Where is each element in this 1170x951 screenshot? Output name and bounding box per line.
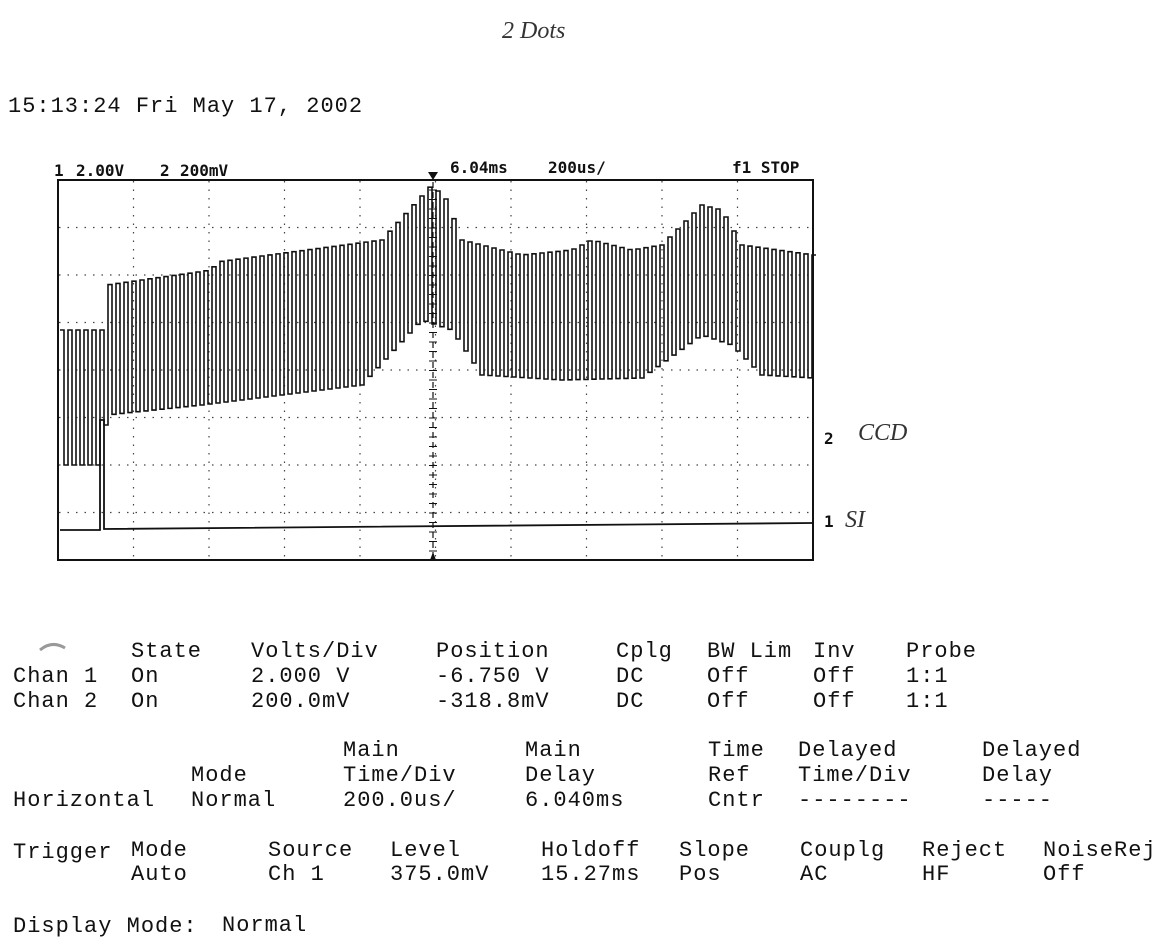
cell: Off xyxy=(813,689,856,714)
column-header: Couplg xyxy=(800,838,885,863)
cell: HF xyxy=(922,862,950,887)
column-header: Volts/Div xyxy=(251,639,379,664)
cell: On xyxy=(131,664,159,689)
channel-2-trace xyxy=(60,186,816,466)
timestamp: 15:13:24 Fri May 17, 2002 xyxy=(8,94,363,119)
cell: Auto xyxy=(131,862,188,887)
cell: Off xyxy=(1043,862,1086,887)
column-header: Ref xyxy=(708,763,751,788)
cell: On xyxy=(131,689,159,714)
cell: 200.0mV xyxy=(251,689,350,714)
column-header: Delayed xyxy=(982,738,1081,763)
status: f1 STOP xyxy=(732,158,799,177)
cell: Cntr xyxy=(708,788,765,813)
column-header: Mode xyxy=(191,763,248,788)
column-header: Mode xyxy=(131,838,188,863)
column-header: Delay xyxy=(982,763,1053,788)
column-header: BW Lim xyxy=(707,639,792,664)
channel-label: 2 xyxy=(160,161,170,180)
cell: 1:1 xyxy=(906,689,949,714)
timebase: 200us/ xyxy=(548,158,606,177)
channel-marker: 1 xyxy=(824,512,834,531)
cell: 6.040ms xyxy=(525,788,624,813)
cell: 15.27ms xyxy=(541,862,640,887)
column-header: Time/Div xyxy=(343,763,457,788)
section-label: Trigger xyxy=(13,840,112,865)
cell: -6.750 V xyxy=(436,664,550,689)
column-header: Main xyxy=(525,738,582,763)
channel-scale: 200mV xyxy=(180,161,229,180)
cell: DC xyxy=(616,689,644,714)
cell: 2.000 V xyxy=(251,664,350,689)
cell: Normal xyxy=(191,788,276,813)
section-label: Horizontal xyxy=(13,788,155,813)
cell: Normal xyxy=(222,913,307,938)
delay: 6.04ms xyxy=(450,158,508,177)
channel-label: 1 xyxy=(54,161,64,180)
column-header: Slope xyxy=(679,838,750,863)
column-header: Delay xyxy=(525,763,596,788)
annotation: SI xyxy=(845,507,866,533)
column-header: Position xyxy=(436,639,550,664)
cell: Chan 1 xyxy=(13,664,98,689)
cell: Off xyxy=(707,664,750,689)
cell: DC xyxy=(616,664,644,689)
column-header: Level xyxy=(390,838,461,863)
channel-1-trace xyxy=(60,419,813,531)
cell: -------- xyxy=(798,788,912,813)
graticule xyxy=(59,181,812,559)
cell: Off xyxy=(707,689,750,714)
column-header: Probe xyxy=(906,639,977,664)
channel-scale: 2.00V xyxy=(76,161,125,180)
cell: 375.0mV xyxy=(390,862,489,887)
column-header: Delayed xyxy=(798,738,897,763)
column-header: State xyxy=(131,639,202,664)
cell: AC xyxy=(800,862,828,887)
cell: Off xyxy=(813,664,856,689)
column-header: Cplg xyxy=(616,639,673,664)
annotation: CCD xyxy=(858,420,907,446)
scribble xyxy=(39,643,66,652)
column-header: Time xyxy=(708,738,765,763)
section-label: Display Mode: xyxy=(13,914,198,939)
column-header: Holdoff xyxy=(541,838,640,863)
cell: Ch 1 xyxy=(268,862,325,887)
cell: 200.0us/ xyxy=(343,788,457,813)
cell: Chan 2 xyxy=(13,689,98,714)
channel-marker: 2 xyxy=(824,429,834,448)
cell: Pos xyxy=(679,862,722,887)
handwritten-title: 2 Dots xyxy=(502,18,565,44)
column-header: Inv xyxy=(813,639,856,664)
column-header: Main xyxy=(343,738,400,763)
cell: -318.8mV xyxy=(436,689,550,714)
cell: ----- xyxy=(982,788,1053,813)
column-header: Reject xyxy=(922,838,1007,863)
column-header: Source xyxy=(268,838,353,863)
column-header: NoiseRej xyxy=(1043,838,1157,863)
cell: 1:1 xyxy=(906,664,949,689)
column-header: Time/Div xyxy=(798,763,912,788)
